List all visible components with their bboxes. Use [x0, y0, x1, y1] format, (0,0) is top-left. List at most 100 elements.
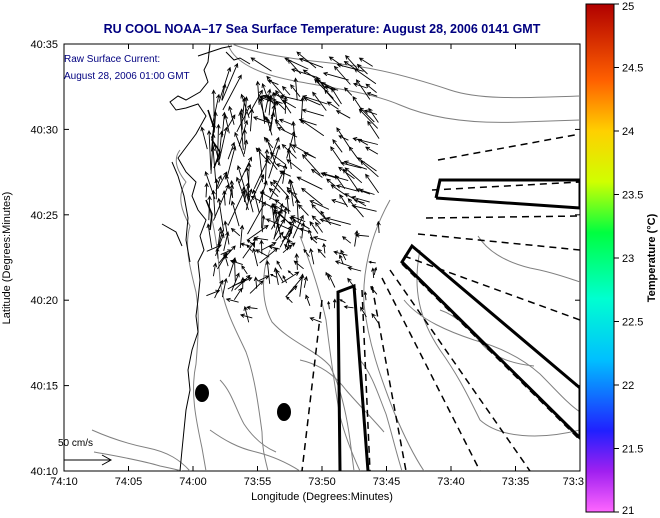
x-tick-label: 74:10	[50, 476, 78, 488]
current-vector-arrow	[239, 224, 245, 249]
current-vector-arrow	[278, 118, 295, 126]
x-axis-label: Longitude (Degrees:Minutes)	[251, 491, 393, 503]
current-vector-arrow	[269, 181, 281, 193]
current-vector-arrow	[290, 215, 306, 223]
current-vector-arrow	[298, 118, 317, 126]
current-vector-arrow	[221, 62, 239, 101]
current-vector-arrow	[301, 154, 321, 175]
current-vector-arrow	[338, 166, 355, 180]
current-vector-arrow	[238, 119, 249, 147]
colorbar-tick-label: 23.5	[622, 190, 643, 202]
current-vector-arrow	[335, 184, 358, 192]
current-vector-arrow	[301, 108, 324, 117]
current-vector-arrow	[229, 180, 234, 198]
current-vector-arrow	[347, 266, 362, 272]
current-vector-arrow	[275, 89, 292, 114]
current-vector-arrow	[326, 101, 339, 110]
current-vector-arrow	[333, 250, 348, 256]
current-vector-arrow	[214, 279, 224, 299]
current-vector-arrow	[368, 107, 379, 123]
annotation-line-1: Raw Surface Current:	[64, 54, 160, 65]
current-vector-arrow	[343, 160, 368, 170]
current-vector-arrow	[259, 239, 264, 255]
colorbar-tick-label: 24.5	[622, 63, 643, 75]
current-vector-arrow	[352, 82, 368, 89]
current-vector-arrow	[333, 65, 351, 85]
current-vector-arrow	[315, 221, 323, 233]
colorbar	[585, 3, 615, 513]
current-vector-arrow	[242, 97, 247, 119]
current-vector-arrow	[285, 296, 293, 304]
current-vector-arrow	[223, 231, 230, 252]
current-vector-arrow	[353, 198, 365, 204]
current-vector-arrow	[289, 217, 310, 230]
x-tick-label: 73:55	[244, 476, 272, 488]
current-vector-arrow	[317, 248, 326, 258]
current-vector-arrow	[371, 267, 375, 279]
y-tick-label: 40:10	[30, 466, 58, 478]
current-vector-arrow	[356, 63, 368, 75]
current-vector-arrow	[282, 236, 293, 243]
current-vector-arrow	[309, 220, 319, 234]
current-vector-arrow	[296, 51, 317, 69]
shipping-zone-polygons	[336, 178, 580, 471]
current-vector-arrow	[244, 181, 250, 201]
colorbar-label: Temperature (°C)	[646, 213, 658, 302]
current-vector-arrow	[301, 187, 323, 206]
current-vector-arrow	[226, 145, 237, 179]
current-vector-arrow	[262, 94, 277, 101]
current-vector-arrow	[263, 136, 274, 149]
current-vector-arrow	[290, 84, 301, 97]
x-tick-label: 73:50	[308, 476, 336, 488]
current-vector-arrow	[236, 104, 251, 133]
current-vector-arrow	[347, 277, 357, 290]
current-vector-arrow	[300, 221, 306, 239]
current-vector-arrow	[255, 147, 271, 165]
current-vector-arrow	[215, 233, 225, 256]
current-vector-arrow	[354, 230, 359, 247]
current-vector-arrow	[336, 127, 352, 150]
y-axis-label: Latitude (Degrees:Minutes)	[1, 192, 13, 325]
current-vector-arrow	[320, 210, 327, 221]
current-vector-arrow	[219, 126, 228, 160]
current-vector-arrow	[376, 220, 381, 234]
current-vector-arrow	[303, 275, 308, 288]
current-vector-arrow	[275, 269, 284, 283]
current-vector-arrow	[332, 298, 337, 309]
current-vector-arrow	[227, 141, 236, 160]
current-vector-arrow	[363, 109, 378, 115]
current-vector-arrow	[355, 188, 371, 195]
current-vector-arrow	[303, 248, 310, 257]
current-vector-arrow	[338, 135, 349, 141]
current-vector-arrow	[370, 286, 378, 295]
current-vector-arrow	[367, 120, 380, 139]
colorbar-tick-label: 23	[622, 253, 634, 265]
current-vector-arrow	[230, 200, 240, 227]
current-vector-arrow	[368, 260, 376, 264]
current-vector-arrow	[212, 262, 218, 277]
current-vector-arrow	[325, 271, 330, 281]
current-vector-arrow	[239, 108, 244, 130]
current-vector-arrow	[292, 214, 304, 239]
y-tick-label: 40:20	[30, 295, 58, 307]
current-vector-arrow	[315, 79, 336, 90]
current-vector-arrow	[330, 146, 343, 164]
current-vector-arrow	[216, 123, 221, 163]
current-vector-arrow	[206, 223, 213, 249]
current-vector-arrow	[289, 142, 296, 153]
current-vector-arrow	[269, 152, 287, 166]
station-marker-west	[195, 384, 209, 402]
current-vector-arrow	[221, 277, 228, 298]
current-vector-arrow	[360, 306, 367, 318]
colorbar-ticks: 25 24.5 24 23.5 23 22.5 22 21.5 21	[614, 1, 643, 517]
y-tick-label: 40:15	[30, 381, 58, 393]
current-vector-arrow	[218, 66, 232, 103]
current-vector-arrow	[268, 187, 279, 198]
current-vector-arrow	[282, 275, 288, 284]
current-vector-arrow	[279, 170, 291, 177]
current-vector-arrow	[232, 277, 253, 287]
current-vector-arrow	[246, 239, 255, 246]
colorbar-tick-label: 24	[622, 126, 634, 138]
current-vector-arrow	[291, 68, 318, 78]
